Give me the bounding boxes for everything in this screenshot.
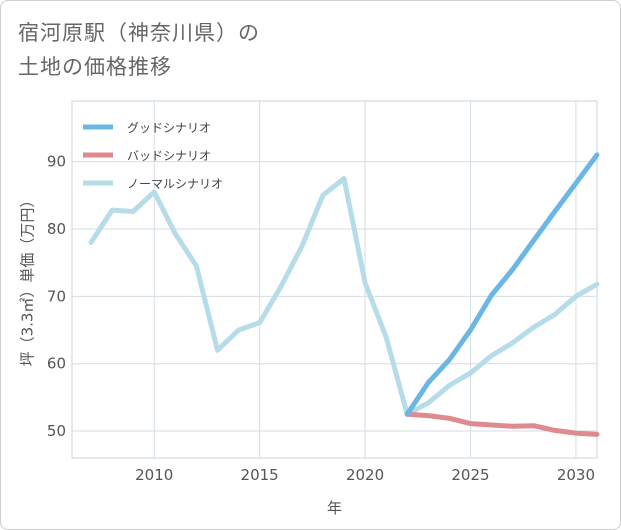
chart-title-line2: 土地の価格推移: [18, 55, 172, 79]
x-tick-label: 2010: [135, 466, 173, 484]
x-tick-label: 2015: [241, 466, 279, 484]
chart-title-line1: 宿河原駅（神奈川県）の: [18, 21, 260, 45]
series-layer: [88, 152, 600, 437]
x-tick-label: 2030: [557, 466, 595, 484]
y-tick-label: 90: [47, 153, 66, 171]
y-tick-label: 70: [47, 287, 66, 305]
legend-label-normal: ノーマルシナリオ: [127, 177, 223, 191]
legend-label-good: グッドシナリオ: [127, 121, 211, 135]
x-tick-label: 2025: [451, 466, 489, 484]
series-line-good: [404, 152, 600, 417]
plot-frame: [71, 100, 598, 459]
grid-lines: [72, 101, 597, 458]
tick-labels: 2010 2015 2020 2025 2030 50 60 70 80 90: [47, 153, 595, 484]
x-axis-label: 年: [327, 499, 342, 517]
y-tick-label: 50: [47, 422, 66, 440]
y-tick-label: 80: [47, 220, 66, 238]
y-tick-label: 60: [47, 355, 66, 373]
chart-title: 宿河原駅（神奈川県）の 土地の価格推移: [18, 16, 260, 84]
series-line-normal: [88, 176, 600, 417]
plot-area: [71, 100, 598, 459]
y-axis-label: 坪（3.3㎡）単価（万円）: [19, 193, 37, 367]
legend-label-bad: バッドシナリオ: [127, 149, 211, 163]
x-tick-label: 2020: [346, 466, 384, 484]
series-line-bad: [404, 411, 600, 437]
